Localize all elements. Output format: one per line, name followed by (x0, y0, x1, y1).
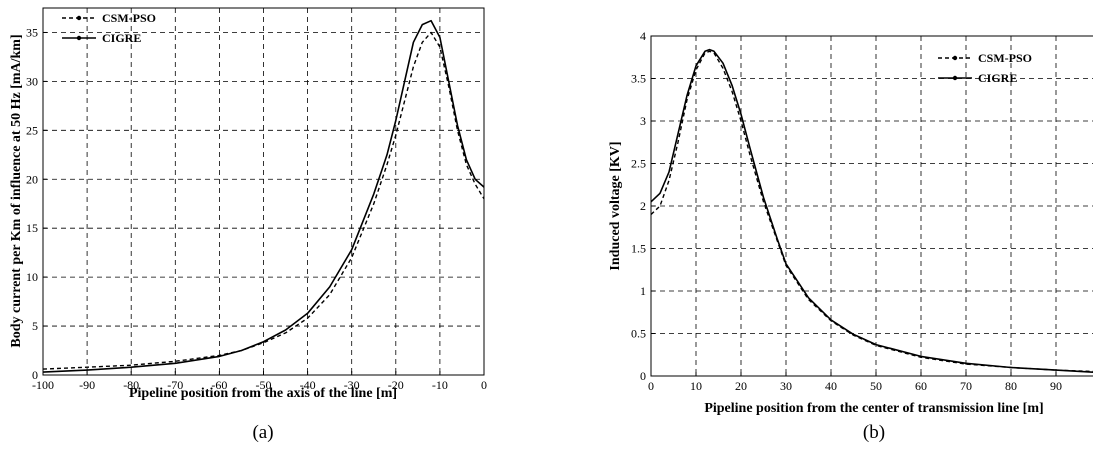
series-a (42, 19, 485, 373)
ylabel-b: Induced voltage [KV] (608, 141, 623, 270)
legend-marker (952, 75, 958, 81)
tick-label-x: 70 (960, 379, 972, 393)
legend-marker (76, 35, 82, 41)
series-b (650, 48, 1093, 373)
grid-b (651, 36, 1093, 376)
tick-label-x: 80 (1005, 379, 1017, 393)
chart-a: -100 -90 -80 -70 -60 -50 -40 -30 -20 -10 005101520… (9, 7, 487, 443)
tick-label-x: -60 (211, 378, 227, 392)
tick-label-y: 3.5 (631, 72, 646, 86)
legend-marker (952, 55, 958, 61)
tick-label-x: 50 (870, 379, 882, 393)
tick-label-y: 2 (640, 199, 646, 213)
tick-label-x: -70 (167, 378, 183, 392)
ticks-b: 010203040506070809010000.511.522.533.54 (631, 29, 1093, 393)
tick-label-x: 40 (825, 379, 837, 393)
tick-label-y: 1 (640, 284, 646, 298)
legend-label-cigre: CIGRE (102, 31, 141, 45)
legend-b: CSM-PSO CIGRE (938, 51, 1032, 85)
tick-label-y: 0 (640, 369, 646, 383)
tick-label-x: -30 (344, 378, 360, 392)
tick-label-x: -50 (256, 378, 272, 392)
tick-label-y: 35 (26, 25, 38, 39)
series-line-csm-pso (42, 31, 485, 370)
caption-b: (b) (863, 422, 885, 443)
tick-label-x: -20 (388, 378, 404, 392)
tick-label-y: 25 (26, 123, 38, 137)
tick-label-y: 0.5 (631, 327, 646, 341)
tick-label-y: 30 (26, 74, 38, 88)
tick-label-x: -100 (32, 378, 54, 392)
tick-label-y: 4 (640, 29, 646, 43)
tick-label-x: 0 (481, 378, 487, 392)
tick-label-x: 30 (780, 379, 792, 393)
chart-b: 010203040506070809010000.511.522.533.54 … (608, 29, 1093, 443)
tick-label-y: 10 (26, 270, 38, 284)
legend-marker (76, 15, 82, 21)
tick-label-x: 60 (915, 379, 927, 393)
tick-label-x: -10 (432, 378, 448, 392)
tick-label-y: 0 (32, 368, 38, 382)
tick-label-x: 90 (1050, 379, 1062, 393)
grid-a (43, 8, 484, 375)
tick-label-y: 5 (32, 319, 38, 333)
ylabel-a: Body current per Km of influence at 50 H… (9, 34, 24, 347)
tick-label-y: 1.5 (631, 242, 646, 256)
legend-label-csm-pso: CSM-PSO (978, 51, 1032, 65)
series-line-cigre (42, 19, 485, 373)
xlabel-b: Pipeline position from the center of tra… (704, 401, 1043, 416)
tick-label-y: 20 (26, 172, 38, 186)
tick-label-y: 15 (26, 221, 38, 235)
tick-label-x: 10 (690, 379, 702, 393)
series-line-csm-pso (650, 50, 1093, 373)
legend-a: CSM-PSO CIGRE (62, 11, 156, 45)
caption-a: (a) (252, 422, 273, 443)
ticks-a: -100 -90 -80 -70 -60 -50 -40 -30 -20 -10 005101520… (26, 25, 487, 392)
tick-label-y: 3 (640, 114, 646, 128)
tick-label-x: -40 (300, 378, 316, 392)
xlabel-a: Pipeline position from the axis of the l… (129, 386, 397, 401)
legend-label-csm-pso: CSM-PSO (102, 11, 156, 25)
tick-label-x: 0 (648, 379, 654, 393)
series-line-cigre (650, 48, 1093, 373)
tick-label-x: -80 (123, 378, 139, 392)
tick-label-x: 20 (735, 379, 747, 393)
tick-label-y: 2.5 (631, 157, 646, 171)
legend-label-cigre: CIGRE (978, 71, 1017, 85)
tick-label-x: -90 (79, 378, 95, 392)
